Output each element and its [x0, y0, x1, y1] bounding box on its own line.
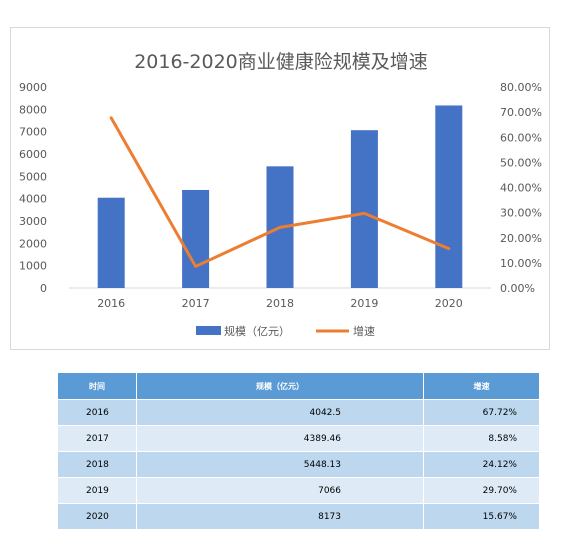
- y-tick-label: 6000: [19, 148, 47, 161]
- y2-tick-label: 50.00%: [500, 156, 542, 169]
- header-growth: 增速: [423, 372, 540, 400]
- y2-tick-label: 10.00%: [500, 257, 542, 270]
- y2-tick-label: 30.00%: [500, 207, 542, 220]
- bar-2020: [435, 105, 463, 288]
- cell-year: 2017: [57, 425, 137, 452]
- cell-scale: 7066: [136, 477, 424, 504]
- cell-growth: 29.70%: [423, 477, 540, 504]
- y-tick-label: 4000: [19, 193, 47, 206]
- bar-2019: [350, 130, 378, 288]
- y-tick-label: 0: [40, 282, 47, 295]
- table-row: 2018 5448.13 24.12%: [57, 451, 540, 478]
- x-tick-label: 2016: [97, 297, 125, 310]
- table-row: 2019 7066 29.70%: [57, 477, 540, 504]
- cell-scale: 4389.46: [136, 425, 424, 452]
- chart-svg: 2016-2020商业健康险规模及增速 9000 8000 7000 6000 5000 4…: [19, 51, 542, 338]
- x-tick-label: 2017: [182, 297, 210, 310]
- chart-container: 2016-2020商业健康险规模及增速 9000 8000 7000 6000 5000 4…: [10, 27, 550, 350]
- y-tick-label: 2000: [19, 237, 47, 250]
- legend-bar-label: 规模（亿元）: [224, 324, 290, 338]
- header-scale: 规模（亿元）: [136, 372, 424, 400]
- y-tick-label: 1000: [19, 260, 47, 273]
- bar-2017: [182, 189, 210, 288]
- cell-year: 2020: [57, 503, 137, 530]
- cell-scale: 8173: [136, 503, 424, 530]
- cell-scale: 4042.5: [136, 399, 424, 426]
- header-time: 时间: [57, 372, 137, 400]
- legend-bar-swatch: [196, 326, 221, 335]
- cell-year: 2019: [57, 477, 137, 504]
- y-tick-label: 3000: [19, 215, 47, 228]
- cell-growth: 24.12%: [423, 451, 540, 478]
- y2-tick-label: 80.00%: [500, 81, 542, 94]
- cell-growth: 15.67%: [423, 503, 540, 530]
- y2-tick-label: 70.00%: [500, 106, 542, 119]
- y2-tick-label: 40.00%: [500, 182, 542, 195]
- x-tick-label: 2020: [435, 297, 463, 310]
- table-row: 2017 4389.46 8.58%: [57, 425, 540, 452]
- x-tick-label: 2018: [266, 297, 294, 310]
- cell-growth: 8.58%: [423, 425, 540, 452]
- data-table: 时间 规模（亿元） 增速 2016 4042.5 67.72% 2017 438…: [57, 372, 540, 530]
- x-tick-label: 2019: [350, 297, 378, 310]
- y2-tick-label: 60.00%: [500, 131, 542, 144]
- legend-line-label: 增速: [353, 324, 375, 338]
- y2-tick-label: 0.00%: [500, 282, 535, 295]
- cell-scale: 5448.13: [136, 451, 424, 478]
- y-tick-label: 9000: [19, 81, 47, 94]
- cell-year: 2016: [57, 399, 137, 426]
- y-tick-label: 7000: [19, 126, 47, 139]
- table-row: 2016 4042.5 67.72%: [57, 399, 540, 426]
- chart-title: 2016-2020商业健康险规模及增速: [134, 51, 428, 73]
- growth-line: [109, 116, 451, 268]
- table-header-row: 时间 规模（亿元） 增速: [57, 372, 540, 400]
- y-tick-label: 5000: [19, 170, 47, 183]
- table-row: 2020 8173 15.67%: [57, 503, 540, 530]
- y2-tick-label: 20.00%: [500, 232, 542, 245]
- bar-2016: [97, 197, 125, 288]
- cell-growth: 67.72%: [423, 399, 540, 426]
- y-tick-label: 8000: [19, 103, 47, 116]
- cell-year: 2018: [57, 451, 137, 478]
